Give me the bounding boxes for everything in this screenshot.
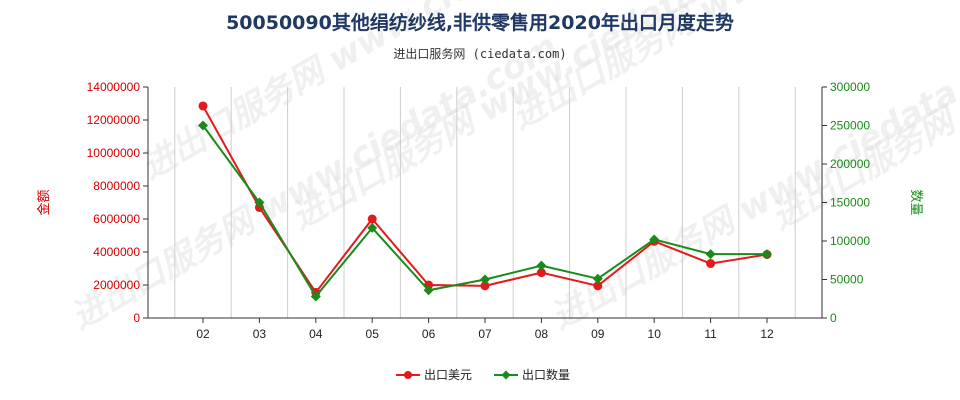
left-tick-label: 2000000 xyxy=(93,278,140,292)
x-tick-label: 07 xyxy=(478,327,492,341)
data-point xyxy=(480,281,490,291)
data-point xyxy=(705,249,716,260)
data-point xyxy=(536,268,546,278)
data-point xyxy=(367,214,377,224)
data-point xyxy=(762,249,772,260)
left-tick-label: 6000000 xyxy=(93,212,140,226)
left-axis-label: 金额 xyxy=(36,189,52,215)
left-tick-label: 10000000 xyxy=(87,146,141,160)
right-tick-label: 50000 xyxy=(830,273,864,287)
data-point xyxy=(198,120,208,131)
x-tick-label: 12 xyxy=(760,327,774,341)
series-layer xyxy=(198,101,772,302)
x-tick-label: 06 xyxy=(422,327,436,341)
right-tick-label: 250000 xyxy=(830,119,870,133)
left-tick-label: 8000000 xyxy=(93,179,140,193)
data-point xyxy=(367,222,378,233)
grid-lines xyxy=(174,87,796,318)
x-tick-label: 04 xyxy=(309,327,323,341)
x-tick-label: 03 xyxy=(253,327,267,341)
right-tick-label: 200000 xyxy=(830,157,870,171)
x-axis-ticks: 02 03 04 05 06 07 08 09 10 11 12 xyxy=(196,318,774,341)
right-tick-label: 100000 xyxy=(830,234,870,248)
data-point xyxy=(480,274,490,285)
data-point xyxy=(649,234,660,245)
right-tick-label: 150000 xyxy=(830,196,870,210)
x-tick-label: 11 xyxy=(704,327,717,341)
series-2 xyxy=(198,120,772,302)
data-point xyxy=(310,291,321,302)
right-tick-label: 300000 xyxy=(830,80,870,94)
data-point xyxy=(198,101,208,111)
legend-label: 出口美元 xyxy=(424,368,472,382)
x-tick-label: 02 xyxy=(196,327,210,341)
data-point xyxy=(536,260,547,271)
data-point xyxy=(423,285,434,296)
chart-title: 50050090其他绢纺纱线,非供零售用2020年出口月度走势 xyxy=(226,11,734,34)
data-point xyxy=(592,273,603,284)
data-point xyxy=(254,197,265,208)
left-tick-label: 12000000 xyxy=(87,113,141,127)
legend-marker xyxy=(404,371,412,379)
x-tick-label: 10 xyxy=(648,327,662,341)
right-axis-ticks: 0 50000 100000 150000 200000 250000 300000 xyxy=(822,80,870,325)
data-point xyxy=(593,281,603,291)
left-axis-ticks: 0 2000000 4000000 6000000 8000000 10000000 120… xyxy=(87,80,148,325)
legend: 出口美元 出口数量 xyxy=(396,367,570,382)
left-tick-label: 0 xyxy=(133,311,140,325)
legend-item: 出口美元 xyxy=(396,368,472,382)
left-tick-label: 14000000 xyxy=(87,80,141,94)
x-tick-label: 05 xyxy=(366,327,380,341)
x-tick-label: 08 xyxy=(535,327,549,341)
x-tick-label: 09 xyxy=(591,327,605,341)
left-tick-label: 4000000 xyxy=(93,245,140,259)
data-point xyxy=(706,259,716,269)
legend-label: 出口数量 xyxy=(522,367,570,382)
legend-item: 出口数量 xyxy=(494,367,570,382)
right-tick-label: 0 xyxy=(830,311,837,325)
chart-subtitle: 进出口服务网 (ciedata.com) xyxy=(393,46,566,61)
right-axis-label: 数量 xyxy=(908,189,923,215)
legend-marker xyxy=(501,370,511,380)
